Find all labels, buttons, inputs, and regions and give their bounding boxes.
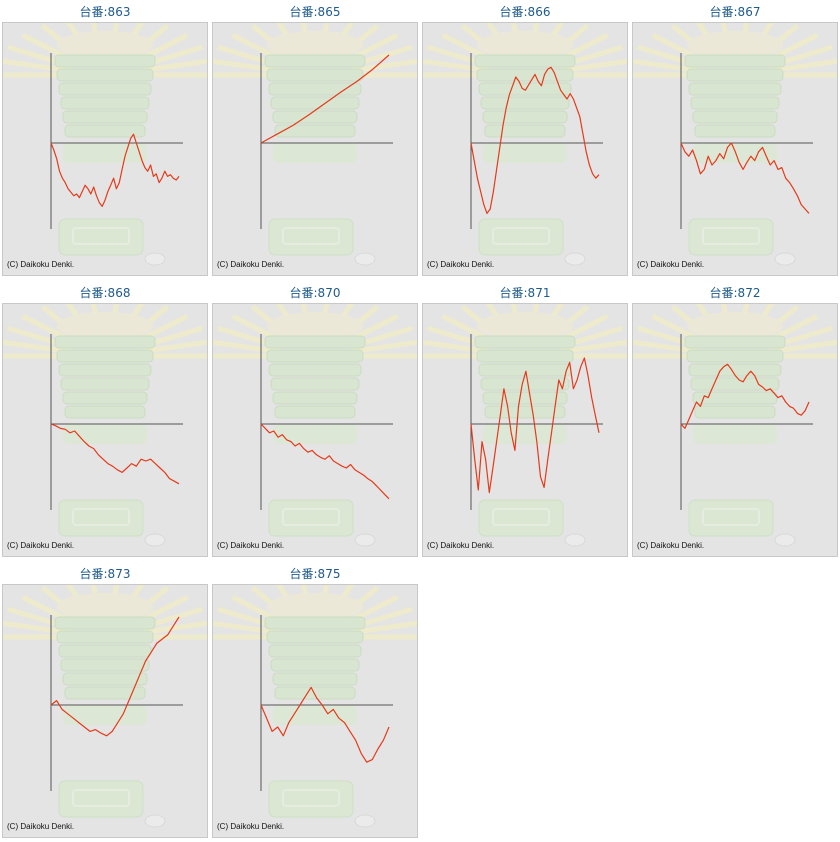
series-line [260,54,390,144]
copyright-text: (C) Daikoku Denki. [7,260,75,269]
line-chart [3,585,207,828]
chart-title-link[interactable]: 台番:865 [289,5,341,19]
machine-chart-cell: 台番:873 (C) Daikoku Denki. [2,564,208,838]
chart-title-link[interactable]: 台番:863 [79,5,131,19]
chart-title-link[interactable]: 台番:875 [289,567,341,581]
chart-title-link[interactable]: 台番:868 [79,286,131,300]
line-chart [423,23,627,266]
series-line [680,142,810,214]
copyright-text: (C) Daikoku Denki. [427,260,495,269]
series-line [470,66,600,214]
copyright-text: (C) Daikoku Denki. [217,260,285,269]
chart-title-link[interactable]: 台番:866 [499,5,551,19]
copyright-text: (C) Daikoku Denki. [7,541,75,550]
series-line [260,686,390,763]
copyright-text: (C) Daikoku Denki. [217,822,285,831]
machine-chart-cell: 台番:872 (C) Daikoku Denki. [632,283,838,557]
chart-panel: (C) Daikoku Denki. [2,22,208,276]
series-line [50,133,180,207]
chart-title-link[interactable]: 台番:871 [499,286,551,300]
chart-panel: (C) Daikoku Denki. [2,584,208,838]
chart-panel: (C) Daikoku Denki. [422,303,628,557]
series-line [260,423,390,500]
chart-title-link[interactable]: 台番:872 [709,286,761,300]
machine-watermark [3,585,207,828]
machine-watermark [423,304,627,547]
copyright-text: (C) Daikoku Denki. [7,822,75,831]
chart-panel: (C) Daikoku Denki. [632,303,838,557]
chart-title-link[interactable]: 台番:867 [709,5,761,19]
line-chart [213,23,417,266]
chart-panel: (C) Daikoku Denki. [212,584,418,838]
copyright-text: (C) Daikoku Denki. [217,541,285,550]
machine-watermark [423,23,627,266]
chart-panel: (C) Daikoku Denki. [632,22,838,276]
machine-watermark [213,23,417,266]
machine-chart-cell: 台番:863 (C) Daikoku Denki. [2,2,208,276]
chart-panel: (C) Daikoku Denki. [212,22,418,276]
machine-chart-cell: 台番:867 (C) Daikoku Denki. [632,2,838,276]
machine-chart-cell: 台番:865 (C) Daikoku Denki. [212,2,418,276]
line-chart [3,304,207,547]
machine-chart-cell: 台番:868 (C) Daikoku Denki. [2,283,208,557]
copyright-text: (C) Daikoku Denki. [637,541,705,550]
machine-watermark [3,304,207,547]
machine-watermark [633,304,837,547]
line-chart [633,304,837,547]
line-chart [633,23,837,266]
chart-panel: (C) Daikoku Denki. [422,22,628,276]
machine-chart-cell: 台番:870 (C) Daikoku Denki. [212,283,418,557]
machine-chart-cell: 台番:866 (C) Daikoku Denki. [422,2,628,276]
machine-chart-cell: 台番:875 (C) Daikoku Denki. [212,564,418,838]
chart-panel: (C) Daikoku Denki. [212,303,418,557]
copyright-text: (C) Daikoku Denki. [427,541,495,550]
line-chart [213,304,417,547]
copyright-text: (C) Daikoku Denki. [637,260,705,269]
series-line [50,616,180,737]
series-line [50,423,180,485]
line-chart [3,23,207,266]
machine-watermark [213,585,417,828]
machine-watermark [213,304,417,547]
chart-panel: (C) Daikoku Denki. [2,303,208,557]
chart-title-link[interactable]: 台番:873 [79,567,131,581]
machine-watermark [633,23,837,266]
line-chart [213,585,417,828]
series-line [680,363,810,430]
machine-watermark [3,23,207,266]
chart-title-link[interactable]: 台番:870 [289,286,341,300]
machine-chart-cell: 台番:871 (C) Daikoku Denki. [422,283,628,557]
line-chart [423,304,627,547]
series-line [470,357,600,494]
